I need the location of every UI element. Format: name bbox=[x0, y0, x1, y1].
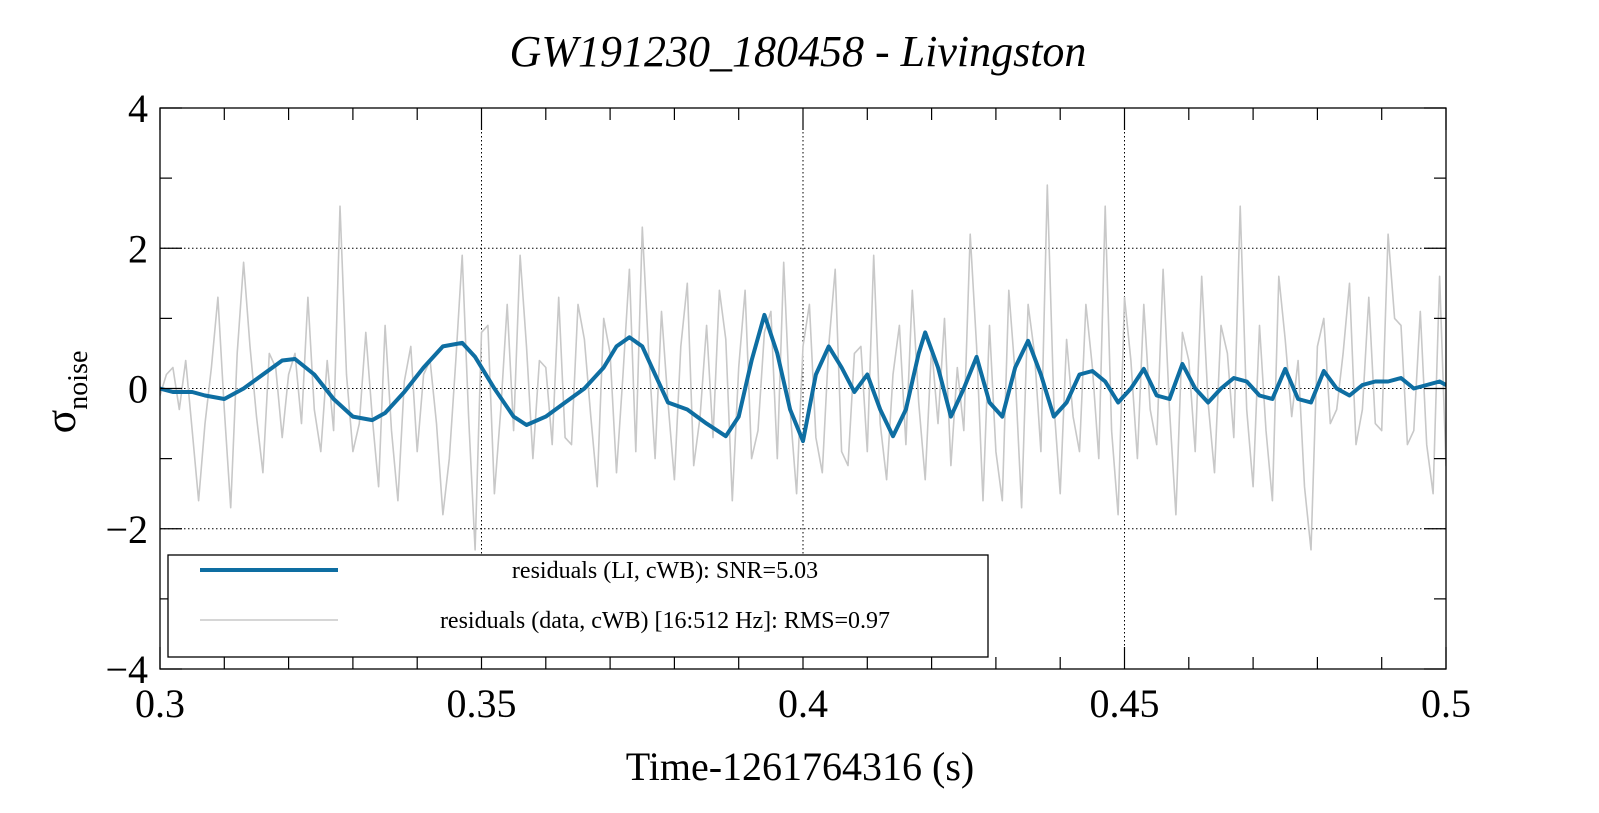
series-line-model bbox=[160, 312, 1446, 444]
y-axis-label-main: σ bbox=[36, 409, 85, 433]
tick-labels: 0.3 0.35 0.4 0.45 0.5 −4 −2 0 2 4 bbox=[105, 86, 1471, 726]
svg-text:σnoise: σnoise bbox=[36, 351, 94, 434]
legend: residuals (LI, cWB): SNR=5.03 residuals (… bbox=[167, 554, 989, 658]
grid-lines bbox=[160, 108, 1446, 669]
x-tick-label: 0.3 bbox=[135, 681, 185, 726]
x-tick-label: 0.5 bbox=[1421, 681, 1471, 726]
y-tick-label: −2 bbox=[105, 507, 148, 552]
y-tick-label: 0 bbox=[128, 367, 148, 412]
y-axis-label-sub: noise bbox=[63, 351, 94, 410]
legend-label: residuals (LI, cWB): SNR=5.03 bbox=[512, 558, 818, 584]
legend-label: residuals (data, cWB) [16:512 Hz]: RMS=0… bbox=[440, 608, 890, 634]
y-axis-label: σnoise bbox=[36, 351, 94, 434]
x-tick-label: 0.35 bbox=[447, 681, 517, 726]
series-lines bbox=[160, 184, 1446, 551]
chart-title: GW191230_180458 - Livingston bbox=[510, 27, 1087, 76]
y-tick-label: 4 bbox=[128, 86, 148, 131]
series-line-data bbox=[160, 184, 1446, 551]
y-tick-label: 2 bbox=[128, 226, 148, 271]
axis-ticks bbox=[159, 107, 1447, 670]
x-tick-label: 0.45 bbox=[1090, 681, 1160, 726]
x-tick-label: 0.4 bbox=[778, 681, 828, 726]
x-axis-label: Time-1261764316 (s) bbox=[626, 744, 975, 789]
y-tick-label: −4 bbox=[105, 647, 148, 692]
